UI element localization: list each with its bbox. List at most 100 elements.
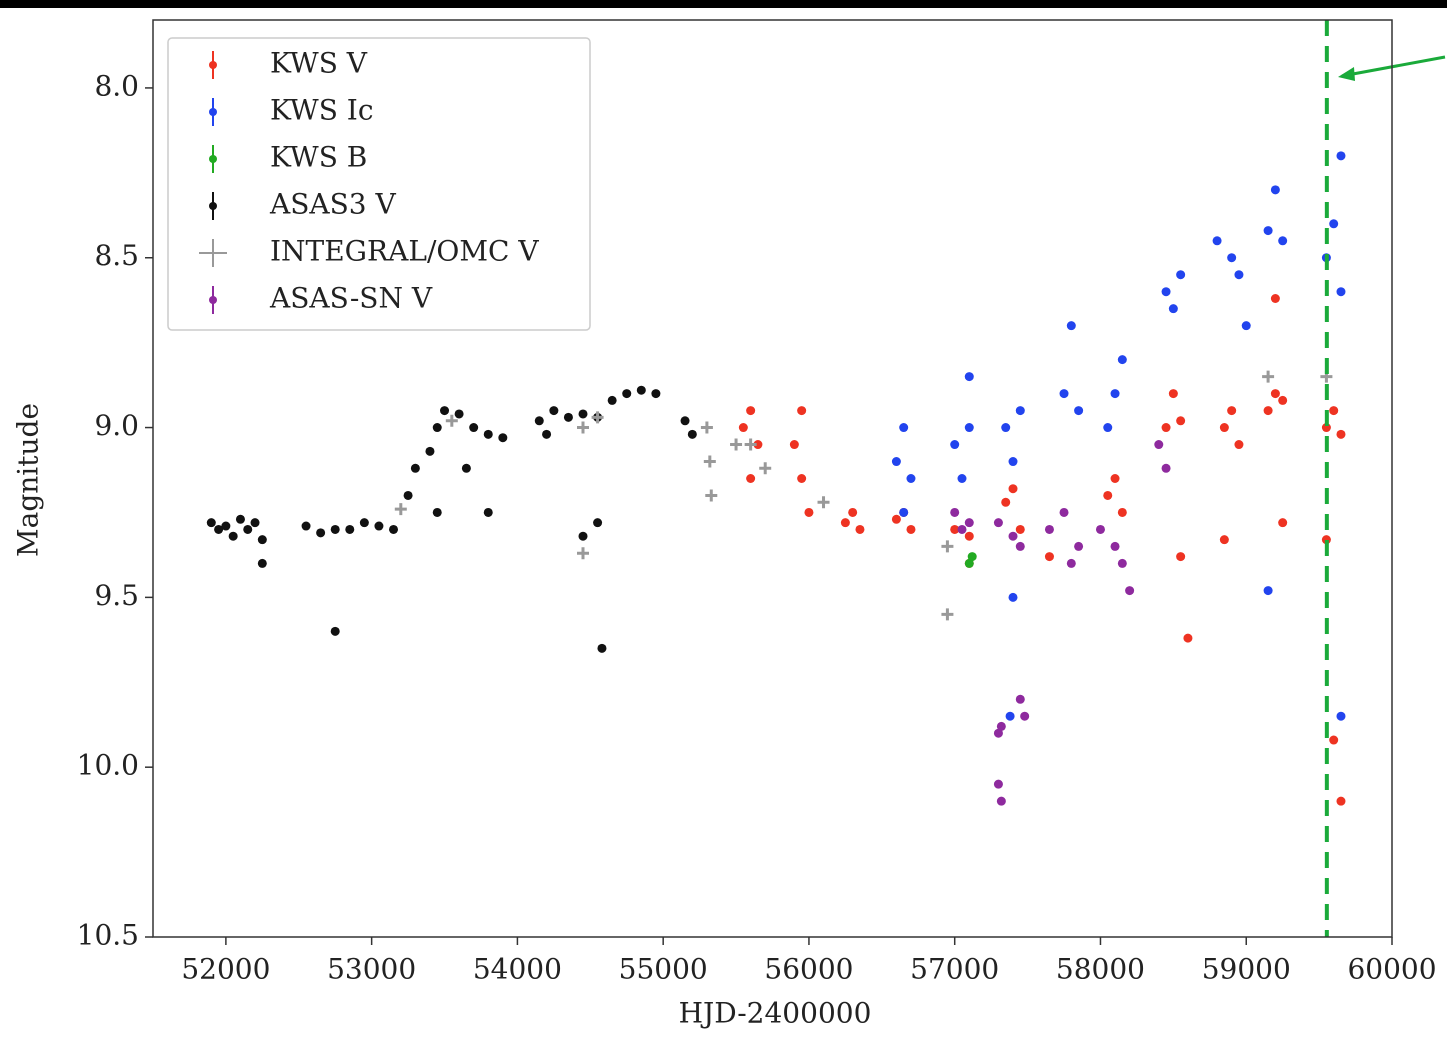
point [461, 463, 471, 473]
series [738, 293, 1346, 806]
point [577, 547, 590, 560]
legend-box [167, 37, 591, 331]
point [622, 389, 632, 399]
point [1059, 507, 1069, 517]
point [636, 385, 646, 395]
y-tick-label: 9.5 [94, 579, 139, 612]
point [1044, 552, 1054, 562]
point [1020, 711, 1030, 721]
legend-label: KWS V [270, 47, 368, 80]
point [440, 406, 450, 416]
top-band [0, 0, 1447, 8]
point [410, 463, 420, 473]
point [534, 416, 544, 426]
point [1241, 321, 1251, 331]
point [394, 503, 407, 516]
point [996, 796, 1006, 806]
point [1329, 406, 1339, 416]
point [403, 490, 413, 500]
point [1044, 524, 1054, 534]
point [542, 429, 552, 439]
plot-frame [152, 19, 1393, 938]
point [445, 414, 458, 427]
legend-marker [199, 239, 227, 267]
point [257, 535, 267, 545]
point [597, 643, 607, 653]
point [1103, 423, 1113, 433]
point [359, 518, 369, 528]
point [759, 462, 772, 475]
point [1336, 429, 1346, 439]
point [651, 389, 661, 399]
series [891, 151, 1346, 721]
x-tick-label: 56000 [764, 953, 853, 986]
point [591, 411, 604, 424]
point [703, 455, 716, 468]
point [1074, 406, 1084, 416]
point [432, 423, 442, 433]
point [1234, 440, 1244, 450]
point [221, 521, 231, 531]
point [906, 474, 916, 483]
legend-label: ASAS-SN V [269, 282, 433, 315]
point [950, 507, 960, 517]
point [817, 496, 830, 509]
point [730, 438, 743, 451]
point [967, 552, 977, 562]
point [1074, 541, 1084, 551]
point [578, 531, 588, 541]
point [1270, 389, 1280, 399]
point [257, 558, 267, 568]
point [1219, 535, 1229, 545]
point [1161, 463, 1171, 473]
x-tick-label: 60000 [1347, 953, 1436, 986]
point [700, 421, 713, 434]
point [1168, 304, 1178, 314]
point [389, 524, 399, 534]
legend-marker [209, 61, 217, 69]
x-tick-label: 58000 [1056, 953, 1145, 986]
point [1125, 586, 1135, 596]
point [899, 423, 909, 433]
point [1270, 293, 1280, 303]
legend-label: KWS Ic [270, 94, 374, 127]
point [432, 507, 442, 517]
point [680, 416, 690, 426]
point [1278, 395, 1288, 405]
point [1278, 518, 1288, 528]
point [1336, 287, 1346, 297]
point [687, 429, 697, 439]
y-tick-label: 10.5 [77, 919, 139, 952]
point [738, 423, 748, 433]
legend-marker [209, 296, 217, 304]
point [746, 406, 756, 416]
legend-label: ASAS3 V [269, 188, 397, 221]
x-tick-label: 57000 [910, 953, 999, 986]
point [1001, 497, 1011, 507]
point [891, 514, 901, 524]
point [891, 457, 901, 467]
x-tick-label: 59000 [1202, 953, 1291, 986]
y-tick-label: 10.0 [77, 749, 139, 782]
point [753, 440, 763, 450]
point [235, 514, 245, 524]
point [1005, 711, 1015, 721]
point [1059, 389, 1069, 399]
point [593, 518, 603, 528]
point [964, 558, 974, 568]
point [1103, 490, 1113, 500]
x-tick-label: 52000 [181, 953, 270, 986]
x-tick-label: 55000 [619, 953, 708, 986]
point [1015, 541, 1025, 551]
point [993, 518, 1003, 528]
point [797, 406, 807, 416]
point [1117, 507, 1127, 517]
point [549, 406, 559, 416]
point [950, 524, 960, 534]
point [1262, 370, 1275, 383]
point [744, 438, 757, 451]
point [797, 474, 807, 483]
legend-marker [209, 155, 217, 163]
point [1161, 423, 1171, 433]
